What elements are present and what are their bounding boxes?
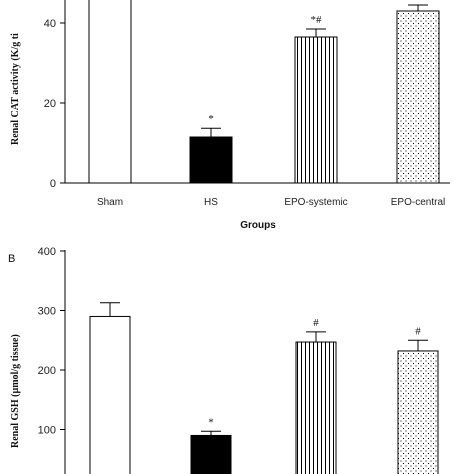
- significance-label: *: [208, 113, 214, 125]
- bar-group: *#: [294, 14, 338, 184]
- y-tick-label: 400: [38, 246, 56, 258]
- bar-group: *: [189, 113, 233, 184]
- category-label: Sham: [97, 197, 123, 208]
- bar-group: [396, 4, 440, 184]
- y-tick-label: 200: [38, 365, 56, 377]
- bar-group: #: [397, 325, 439, 474]
- bars: * # #: [89, 302, 439, 474]
- bar-group: [88, 0, 132, 184]
- category-label: EPO-central: [391, 197, 445, 208]
- bar: [190, 434, 232, 474]
- y-tick-label: 0: [50, 178, 56, 190]
- chart-panel-b: B 100 200 300 400 * # # Renal GSH (µmol/g tis…: [8, 246, 439, 474]
- bar-group: *: [190, 416, 232, 474]
- y-tick-label: 100: [38, 425, 56, 437]
- bar: [295, 341, 337, 474]
- y-tick-label: 300: [38, 306, 56, 318]
- category-labels: Sham HS EPO-systemic EPO-central: [97, 197, 445, 208]
- y-tick-label: 20: [44, 98, 56, 110]
- bar: [189, 136, 233, 184]
- bar-group: [89, 302, 131, 474]
- x-axis-title: Groups: [240, 220, 276, 231]
- y-ticks: 100 200 300 400: [38, 246, 65, 437]
- bar: [89, 315, 131, 474]
- y-axis-label: Renal CAT activity (K/g ti: [10, 33, 21, 145]
- bars: * *#: [88, 0, 440, 184]
- y-tick-label: 40: [44, 18, 56, 30]
- bar-group: #: [295, 317, 337, 474]
- y-ticks: 0 20 40: [44, 18, 65, 190]
- y-axis-label: Renal GSH (µmol/g tissue): [10, 334, 21, 448]
- category-label: HS: [204, 197, 218, 208]
- category-label: EPO-systemic: [284, 197, 347, 208]
- bar: [396, 10, 440, 184]
- significance-label: *#: [311, 14, 323, 26]
- bar: [88, 0, 132, 184]
- panel-label: B: [8, 253, 15, 265]
- bar: [294, 36, 338, 184]
- significance-label: *: [208, 416, 214, 428]
- significance-label: #: [415, 325, 421, 337]
- bar: [397, 350, 439, 474]
- significance-label: #: [313, 317, 319, 329]
